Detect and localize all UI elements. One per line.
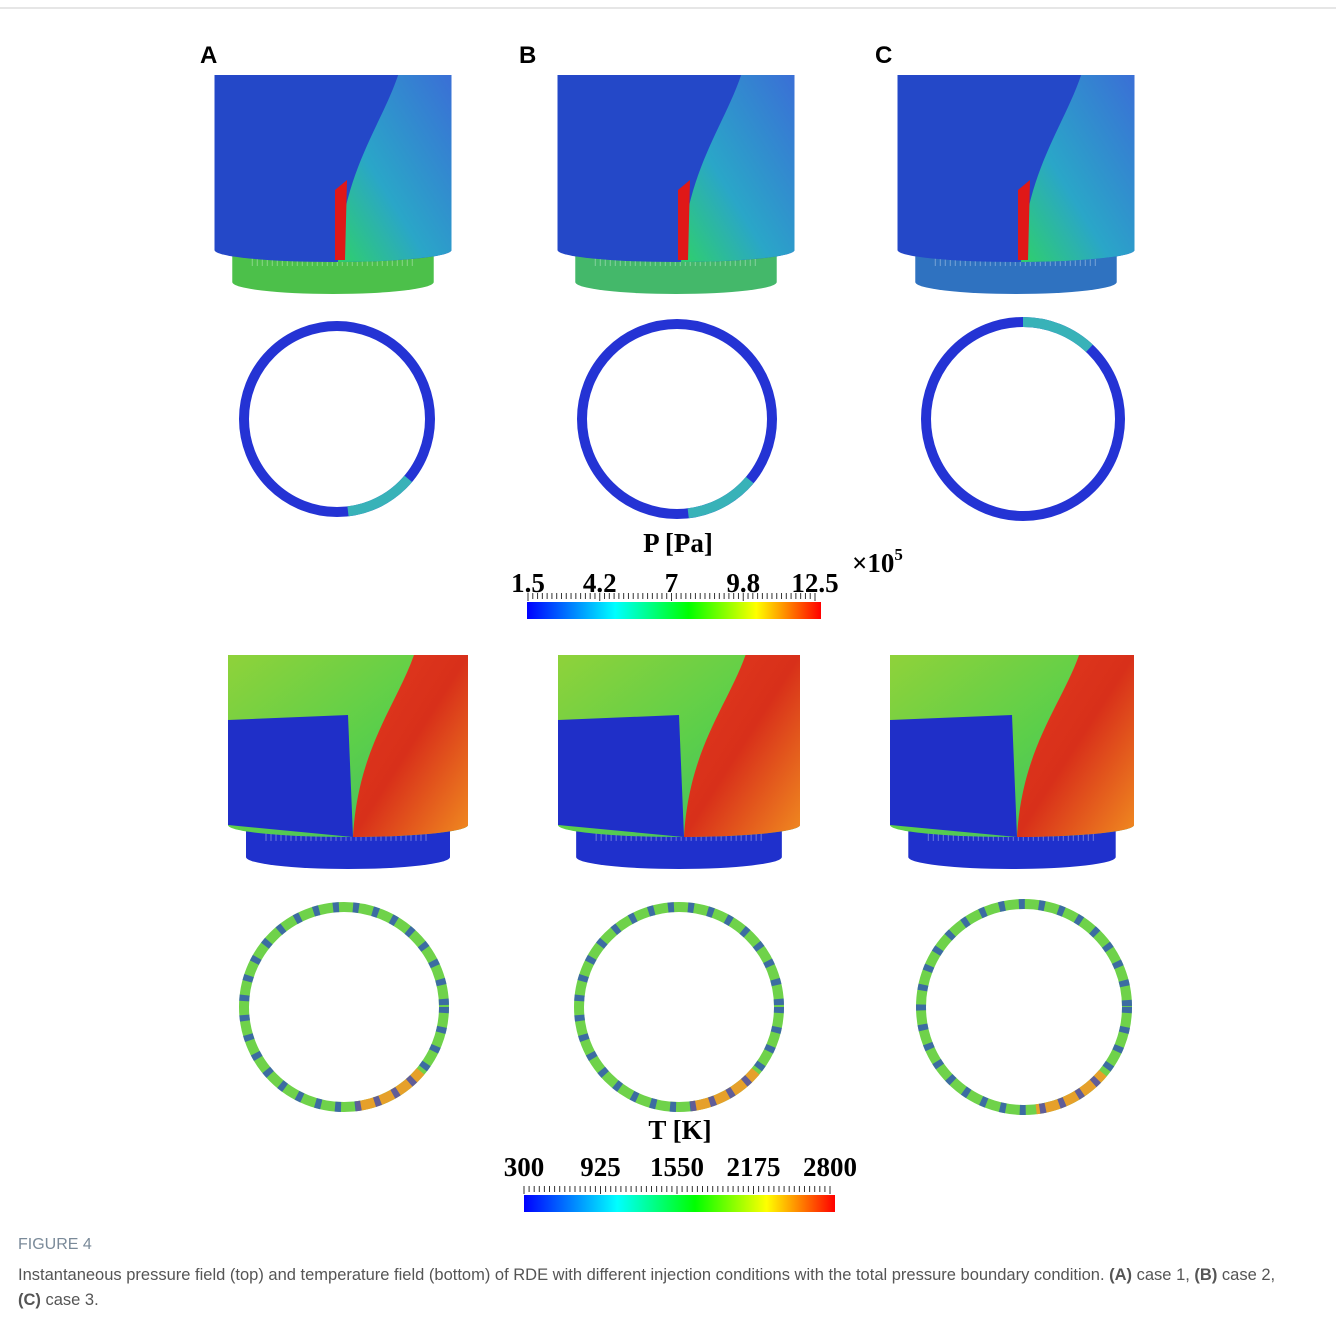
colorbar-tick-label: 2800 [803, 1152, 857, 1182]
caption-segment: (C) [18, 1291, 41, 1309]
panel-label: C [875, 42, 892, 69]
caption-segment: case 1, [1132, 1266, 1194, 1284]
colorbar-tick-label: 12.5 [791, 568, 838, 598]
colorbar-tick-label: 1.5 [511, 568, 545, 598]
cold-region [558, 715, 684, 837]
cold-region [890, 715, 1017, 837]
caption: FIGURE 4 Instantaneous pressure field (t… [18, 1232, 1278, 1313]
colorbar-multiplier: ×105 [852, 545, 903, 578]
colorbar-title: P [Pa] [643, 528, 713, 558]
detonation-front [678, 180, 690, 260]
panel-label: A [200, 42, 217, 69]
colorbar-tick-label: 300 [504, 1152, 545, 1182]
detonation-front [335, 180, 347, 260]
multiplier-base: ×10 [852, 548, 894, 578]
temperature-ticks: 300 925 1550 2175 2800 [504, 1152, 857, 1194]
pressure-ticks: 1.5 4.2 7 9.8 12.5 [511, 568, 839, 601]
pressure-colorbar [527, 602, 821, 619]
cold-region [228, 715, 353, 837]
colorbar-title: T [K] [648, 1115, 711, 1145]
panel-label: B [519, 42, 536, 69]
colorbar-tick-label: 925 [580, 1152, 621, 1182]
colorbar-tick-label: 1550 [650, 1152, 704, 1182]
annulus-cold [921, 904, 1127, 1110]
caption-segment: case 3. [41, 1291, 99, 1309]
detonation-front [1018, 180, 1030, 260]
colorbar-tick-label: 2175 [727, 1152, 781, 1182]
temperature-colorbar [524, 1195, 835, 1212]
figure-label: FIGURE 4 [18, 1232, 1278, 1257]
caption-segment: (B) [1194, 1266, 1217, 1284]
caption-segment: (A) [1109, 1266, 1132, 1284]
annulus [926, 322, 1120, 516]
colorbar-tick-label: 7 [665, 568, 679, 598]
multiplier-exponent: 5 [894, 545, 903, 564]
caption-text: Instantaneous pressure field (top) and t… [18, 1263, 1278, 1313]
colorbar-tick-label: 9.8 [726, 568, 760, 598]
figure: A B C P [Pa] ×105 1.5 4.2 7 9.8 12.5 T [K] 3… [0, 0, 1336, 1225]
caption-segment: case 2, [1217, 1266, 1275, 1284]
colorbar-tick-label: 4.2 [583, 568, 617, 598]
page: A B C P [Pa] ×105 1.5 4.2 7 9.8 12.5 T [K] 3… [0, 0, 1336, 1329]
caption-segment: Instantaneous pressure field (top) and t… [18, 1266, 1109, 1284]
